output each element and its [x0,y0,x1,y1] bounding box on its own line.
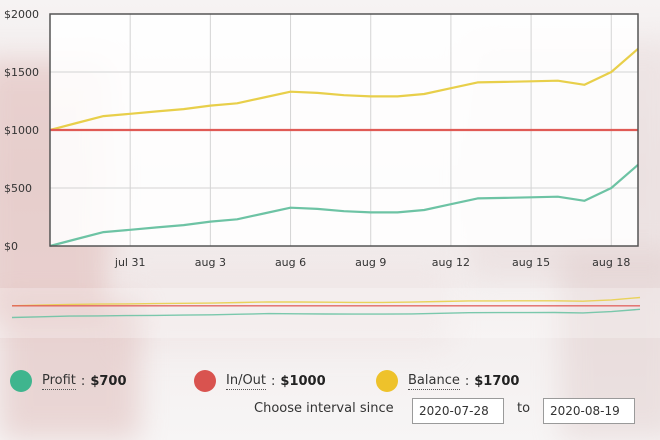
navigator-line-balance [11,296,641,307]
legend-item-balance[interactable]: Balance : $1700 [376,368,519,394]
legend-item-profit[interactable]: Profit : $700 [10,368,127,394]
legend-label-balance: Balance [408,372,460,390]
legend-separator: : [80,373,86,389]
plot-frame [49,13,639,247]
end-date-input[interactable] [543,398,635,424]
start-date-input[interactable] [412,398,504,424]
interval-label: Choose interval since [254,401,394,416]
x-tick-label: jul 31 [114,256,146,269]
series-line-balance [49,47,639,132]
series-line-profit [49,163,639,248]
interval-picker: Choose interval since to [0,398,660,426]
x-tick-label: aug 9 [355,256,386,269]
y-tick-label: $500 [4,182,32,195]
y-tick-label: $1000 [4,124,39,137]
balance-dot-icon [376,370,398,392]
legend-label-profit: Profit [42,372,76,390]
x-tick-label: aug 15 [512,256,550,269]
legend-separator: : [271,373,276,389]
navigator-line-profit [11,308,641,319]
x-tick-label: aug 3 [195,256,226,269]
inout-dot-icon [194,370,216,392]
main-chart[interactable]: $2000 $1500 $1000 $500 $0 jul 31 aug 3 aug 6 aug… [0,0,660,275]
x-tick-label: aug 6 [275,256,306,269]
y-tick-label: $0 [4,240,18,253]
legend-label-inout: In/Out [226,372,267,390]
x-tick-label: aug 12 [432,256,470,269]
interval-to-label: to [517,401,531,416]
y-tick-label: $2000 [4,8,39,21]
y-tick-label: $1500 [4,66,39,79]
legend-value-inout: $1000 [280,373,326,389]
x-tick-label: aug 18 [592,256,630,269]
legend-item-inout[interactable]: In/Out : $1000 [194,368,326,394]
legend-separator: : [464,373,470,389]
range-navigator-chart[interactable] [0,288,660,338]
legend-value-profit: $700 [90,373,127,389]
legend-value-balance: $1700 [474,373,520,389]
chart-legend: Profit : $700 In/Out : $1000 Balance : $… [0,368,660,394]
profit-dot-icon [10,370,32,392]
